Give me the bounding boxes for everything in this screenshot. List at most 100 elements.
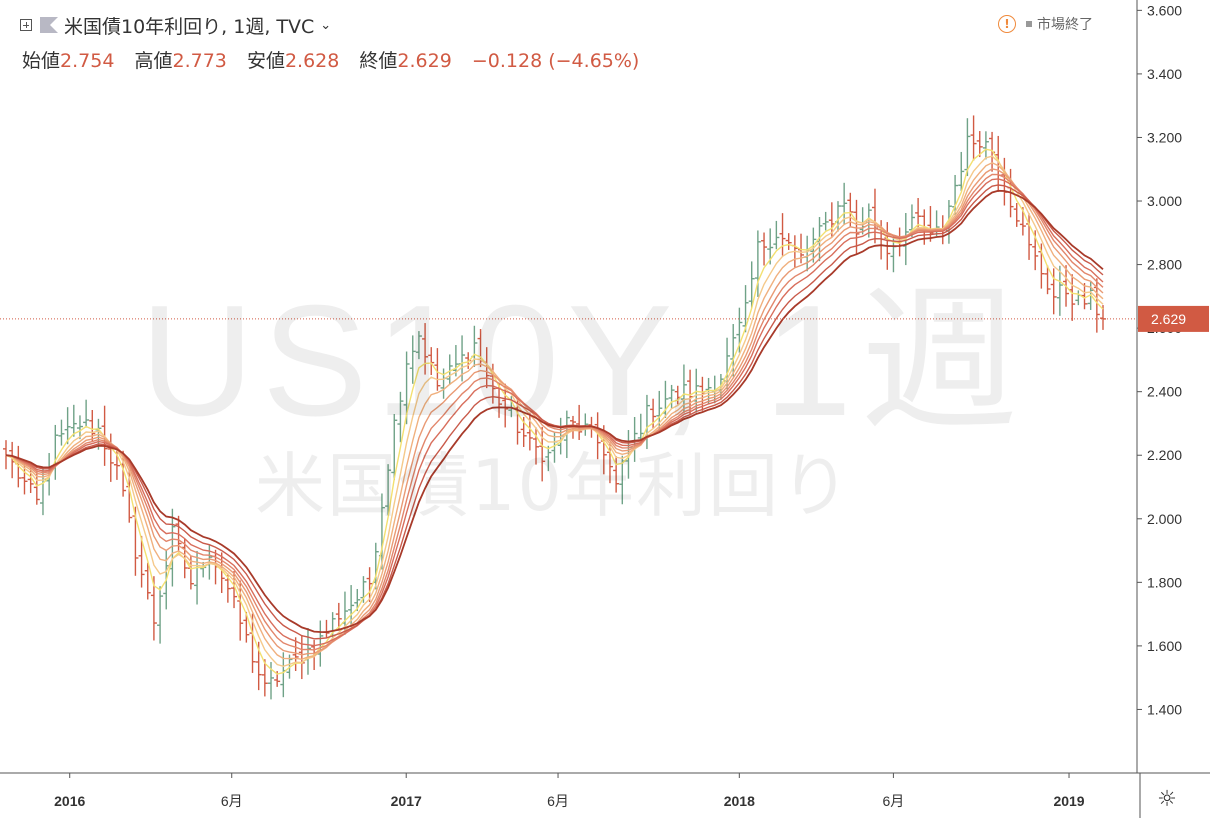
chevron-down-icon[interactable]: ⌄ bbox=[320, 17, 332, 33]
y-tick-label: 1.800 bbox=[1147, 574, 1182, 590]
ohlc-bar bbox=[1069, 274, 1076, 321]
ohlc-bar bbox=[976, 131, 983, 158]
ohlc-bar bbox=[668, 384, 675, 409]
ohlc-bar bbox=[107, 433, 114, 482]
flag-icon[interactable] bbox=[40, 17, 58, 33]
ohlc-bar bbox=[773, 220, 780, 250]
ohlc-bar bbox=[958, 151, 965, 191]
ohlc-bar bbox=[194, 550, 201, 605]
ohlc-bar bbox=[415, 331, 422, 360]
ohlc-bar bbox=[422, 323, 429, 375]
y-tick-label: 3.600 bbox=[1147, 2, 1182, 18]
ohlc-bar bbox=[144, 562, 151, 600]
ohlc-bar bbox=[1050, 268, 1057, 315]
y-tick-label: 1.400 bbox=[1147, 701, 1182, 717]
market-status: ! 市場終了 bbox=[998, 14, 1093, 34]
high-value: 2.773 bbox=[172, 50, 227, 72]
gear-icon[interactable]: ☼ bbox=[1157, 786, 1177, 812]
x-tick-label: 2019 bbox=[1053, 793, 1084, 809]
ohlc-bar bbox=[1044, 265, 1051, 295]
ohlc-bar bbox=[576, 404, 583, 441]
ohlc-bar bbox=[1056, 265, 1063, 316]
symbol-title[interactable]: 米国債10年利回り, 1週, TVC bbox=[64, 15, 315, 38]
ma-ribbon bbox=[5, 148, 1104, 675]
ohlc-bar bbox=[970, 115, 977, 161]
market-status-dot bbox=[1026, 21, 1032, 27]
last-price-label: 2.629 bbox=[1151, 311, 1186, 327]
ohlc-bar bbox=[76, 415, 83, 440]
ma-line bbox=[5, 155, 1104, 668]
ohlc-bar bbox=[157, 586, 164, 644]
ohlc-bar bbox=[200, 561, 207, 578]
ohlc-bar bbox=[841, 182, 848, 226]
ohlc-bar bbox=[545, 445, 552, 472]
ohlc-bar bbox=[982, 131, 989, 160]
x-tick-label: 6月 bbox=[883, 793, 905, 809]
y-tick-label: 2.800 bbox=[1147, 257, 1182, 273]
ohlc-bar bbox=[138, 535, 145, 588]
ohlc-bar bbox=[748, 261, 755, 309]
ohlc-bar bbox=[150, 576, 157, 641]
ohlc-bar bbox=[767, 228, 774, 265]
watermark-name: 米国債10年利回り bbox=[255, 445, 853, 527]
ohlc-bar bbox=[243, 611, 250, 643]
ohlc-bar bbox=[64, 407, 71, 445]
ohlc-bar bbox=[58, 419, 65, 446]
ohlc-bar bbox=[113, 447, 120, 480]
ohlc-bar bbox=[785, 233, 792, 250]
ohlc-bar bbox=[52, 424, 59, 480]
ohlc-bar bbox=[1081, 283, 1088, 310]
ohlc-bar bbox=[335, 602, 342, 631]
ma-line bbox=[5, 184, 1104, 640]
ohlc-bar bbox=[428, 347, 435, 376]
low-value: 2.628 bbox=[284, 50, 340, 72]
ma-line bbox=[5, 189, 1104, 634]
y-tick-label: 2.400 bbox=[1147, 384, 1182, 400]
ohlc-bar bbox=[742, 285, 749, 333]
y-tick-label: 3.200 bbox=[1147, 129, 1182, 145]
ohlc-bar bbox=[822, 211, 829, 231]
ohlc-bar bbox=[298, 634, 305, 680]
expand-icon[interactable] bbox=[20, 19, 32, 31]
ohlc-bar bbox=[434, 348, 441, 391]
ohlc-bar bbox=[446, 354, 453, 385]
ohlc-bar bbox=[452, 345, 459, 377]
ohlc-bar bbox=[397, 391, 404, 443]
close-value: 2.629 bbox=[397, 50, 452, 72]
ohlc-bar bbox=[21, 461, 28, 495]
watermark-symbol: US10Y, 1週 bbox=[140, 273, 1026, 449]
y-tick-label: 2.000 bbox=[1147, 511, 1182, 527]
ohlc-bar bbox=[761, 232, 768, 266]
ohlc-bar bbox=[237, 580, 244, 641]
ma-line bbox=[5, 168, 1104, 656]
ohlc-bar bbox=[1013, 203, 1020, 227]
ohlc-bar bbox=[533, 427, 540, 465]
high-label: 高値 bbox=[134, 50, 173, 72]
alert-icon[interactable]: ! bbox=[998, 15, 1016, 33]
ohlc-bar bbox=[323, 619, 330, 639]
y-tick-label: 3.000 bbox=[1147, 193, 1182, 209]
open-value: 2.754 bbox=[60, 50, 115, 72]
last-price-tag bbox=[1138, 305, 1209, 332]
x-tick-label: 2016 bbox=[54, 793, 85, 809]
ohlc-bar bbox=[594, 412, 601, 460]
ma-line bbox=[5, 173, 1104, 651]
ohlc-bar bbox=[409, 335, 416, 384]
ohlc-bar bbox=[613, 456, 620, 493]
x-tick-label: 2017 bbox=[391, 793, 422, 809]
change-value: −0.128 (−4.65%) bbox=[471, 50, 640, 72]
ohlc-bar bbox=[83, 399, 90, 428]
ohlc-bar bbox=[1075, 290, 1082, 306]
ohlc-bar bbox=[385, 464, 392, 516]
ohlc-readout: 始値2.754 高値2.773 安値2.628 終値2.629 −0.128 (… bbox=[22, 46, 653, 73]
low-label: 安値 bbox=[246, 50, 285, 72]
ohlc-bar bbox=[989, 131, 996, 172]
last-price-marker: 2.629 bbox=[0, 305, 1209, 332]
x-tick-label: 2018 bbox=[724, 793, 755, 809]
ohlc-bar bbox=[927, 206, 934, 242]
ohlc-bar bbox=[526, 412, 533, 451]
ohlc-bar bbox=[292, 637, 299, 671]
open-label: 始値 bbox=[22, 50, 61, 72]
ohlc-bar bbox=[366, 567, 373, 603]
